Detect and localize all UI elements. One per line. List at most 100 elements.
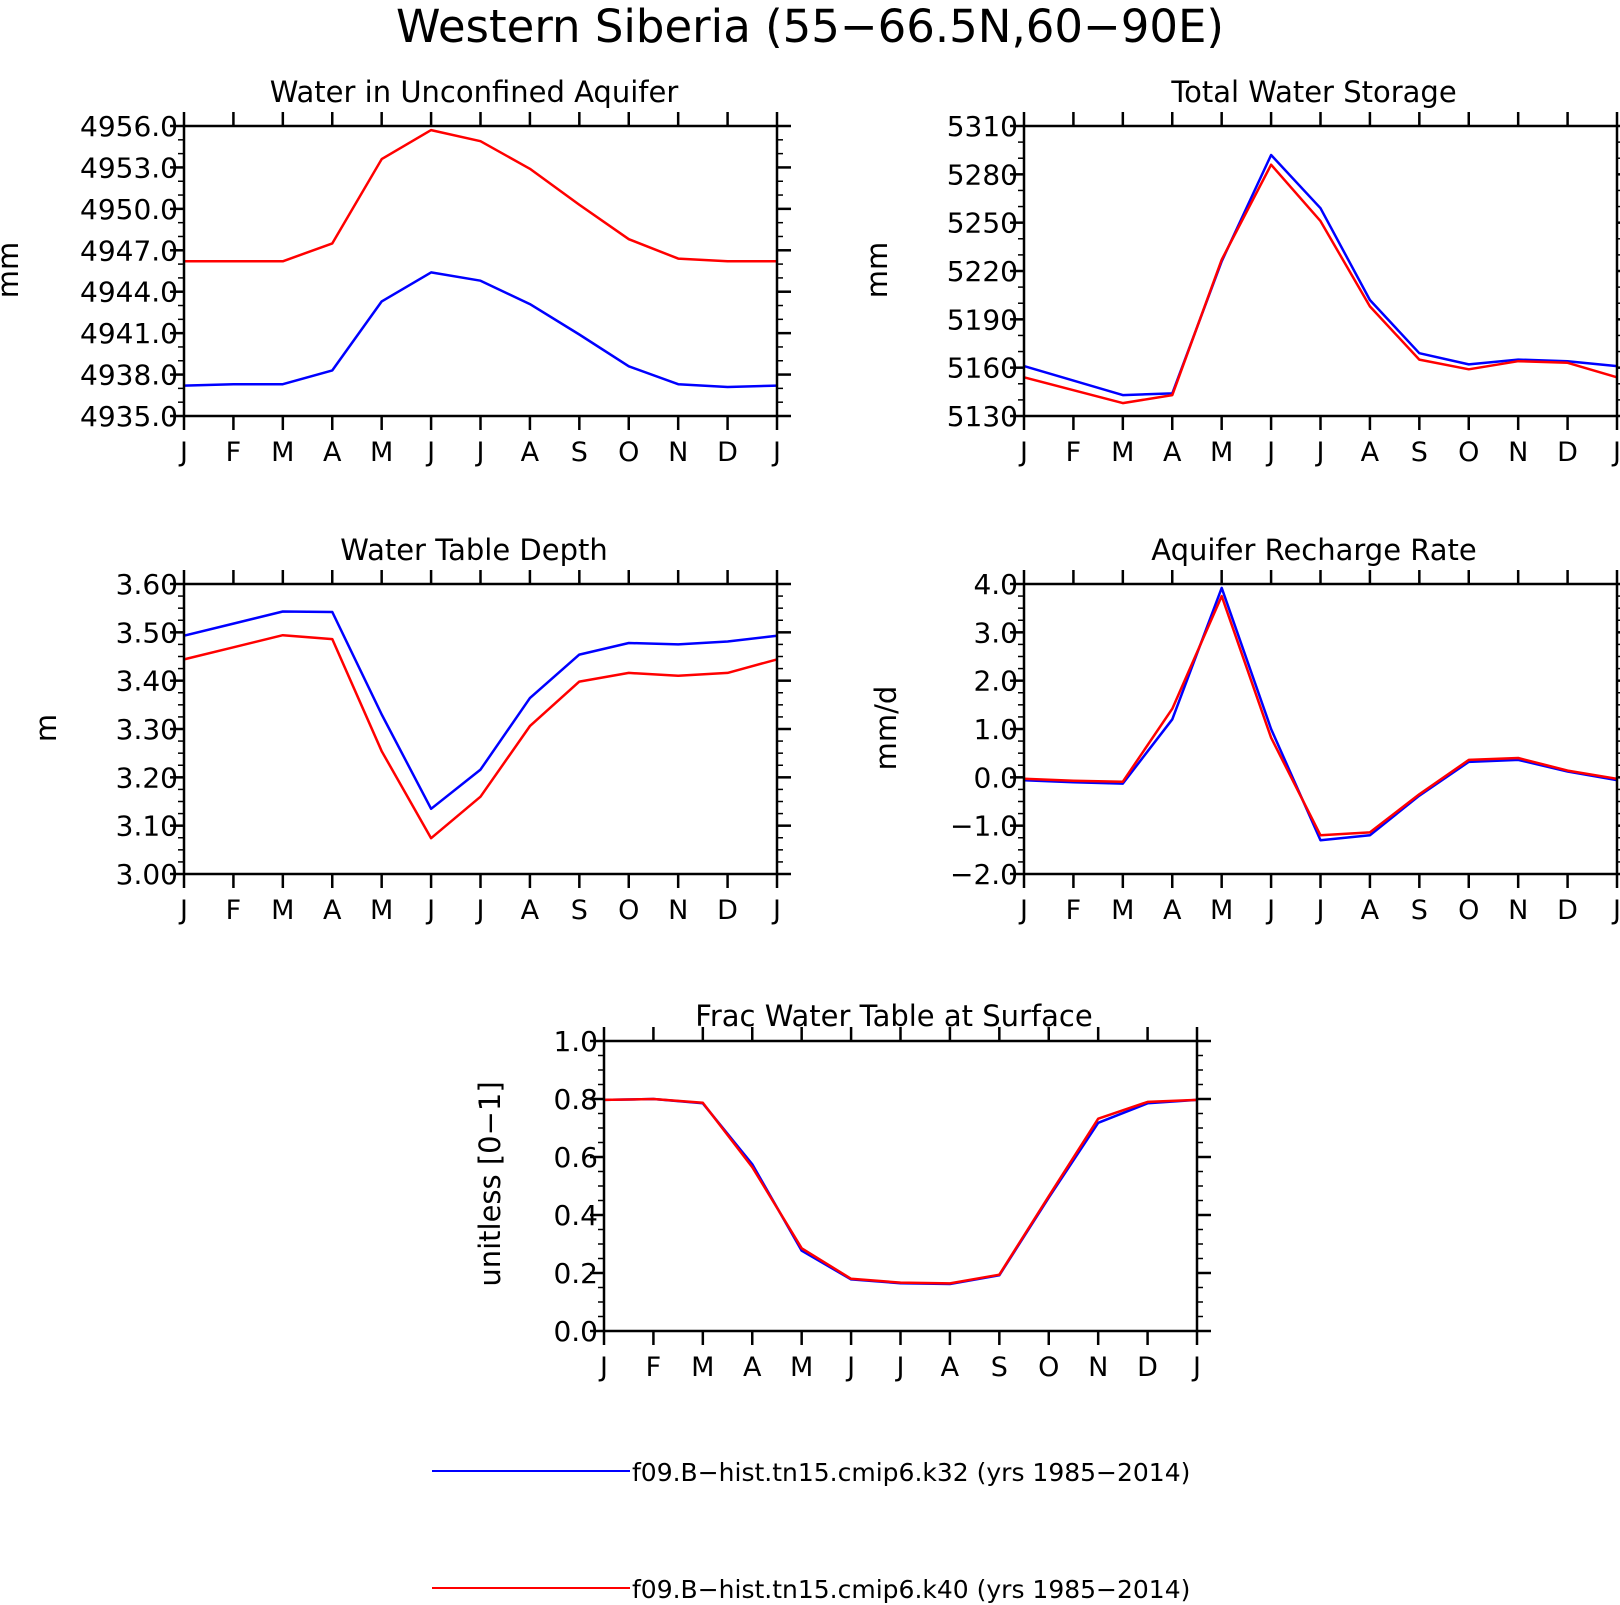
panel-total-water-storage: Total Water Storage mm J F M A M J J A S O N D J5130… <box>860 75 1620 468</box>
y-tick-label: 0.0 <box>553 1315 598 1348</box>
y-tick-label: 4950.0 <box>80 193 178 226</box>
y-axis-label: mm/d <box>869 686 903 771</box>
x-tick-label: A <box>521 437 540 468</box>
x-tick-label: J <box>1018 895 1028 926</box>
x-tick-label: D <box>717 895 738 926</box>
panel-title: Frac Water Table at Surface <box>695 999 1092 1033</box>
x-tick-label: M <box>1111 895 1134 926</box>
x-tick-label: M <box>271 437 294 468</box>
x-tick-label: A <box>521 895 540 926</box>
y-tick-label: 4947.0 <box>80 234 178 267</box>
panel-title: Water Table Depth <box>340 533 608 567</box>
y-tick-label: 3.10 <box>116 810 178 843</box>
x-tick-label: A <box>1163 895 1182 926</box>
x-tick-label: D <box>717 437 738 468</box>
y-tick-label: −2.0 <box>950 858 1018 891</box>
x-tick-label: N <box>668 895 688 926</box>
x-tick-label: A <box>1163 437 1182 468</box>
x-tick-label: J <box>1191 1352 1201 1383</box>
y-tick-label: 2.0 <box>973 665 1018 698</box>
x-tick-label: J <box>178 895 188 926</box>
y-tick-label: 5250 <box>947 207 1018 240</box>
panel-water-table-depth: Water Table Depth m J F M A M J J A S O N D J3.003.1… <box>29 533 791 926</box>
legend-entry: f09.B−hist.tn15.cmip6.k40 (yrs 1985−2014… <box>432 1575 1190 1604</box>
y-tick-label: −1.0 <box>950 810 1018 843</box>
x-tick-label: J <box>1611 437 1620 468</box>
legend: f09.B−hist.tn15.cmip6.k32 (yrs 1985−2014… <box>432 1458 1190 1604</box>
y-tick-label: 3.0 <box>973 616 1018 649</box>
x-tick-label: M <box>271 895 294 926</box>
y-tick-label: 3.30 <box>116 713 178 746</box>
x-tick-label: M <box>790 1352 813 1383</box>
y-tick-label: 1.0 <box>553 1025 598 1058</box>
y-tick-label: 4953.0 <box>80 151 178 184</box>
x-tick-label: J <box>475 895 485 926</box>
x-tick-label: J <box>598 1352 608 1383</box>
y-tick-label: 3.60 <box>116 568 178 601</box>
x-tick-label: J <box>1315 437 1325 468</box>
x-tick-label: J <box>771 437 781 468</box>
x-tick-label: D <box>1557 437 1578 468</box>
x-tick-label: M <box>370 437 393 468</box>
y-tick-label: 5220 <box>947 255 1018 288</box>
x-tick-label: O <box>1038 1352 1059 1383</box>
x-tick-label: S <box>1411 895 1428 926</box>
x-tick-label: F <box>226 895 242 926</box>
x-tick-label: O <box>618 895 639 926</box>
x-tick-label: M <box>691 1352 714 1383</box>
x-tick-label: A <box>941 1352 960 1383</box>
x-tick-label: M <box>1111 437 1134 468</box>
panel-title: Total Water Storage <box>1170 75 1456 109</box>
series-line-k32 <box>603 1097 1198 1286</box>
y-axis-label: mm <box>0 242 25 299</box>
x-tick-label: S <box>1411 437 1428 468</box>
y-tick-label: 5280 <box>947 158 1018 191</box>
panel-title: Aquifer Recharge Rate <box>1151 533 1477 567</box>
panel-frac-water-table-at-surface: Frac Water Table at Surface unitless [0−… <box>473 999 1211 1383</box>
plot-frame <box>182 124 779 418</box>
x-tick-label: M <box>1210 437 1233 468</box>
x-tick-label: D <box>1557 895 1578 926</box>
x-tick-label: A <box>1361 437 1380 468</box>
y-tick-label: 3.50 <box>116 616 178 649</box>
x-tick-label: A <box>323 437 342 468</box>
figure-title: Western Siberia (55−66.5N,60−90E) <box>396 0 1224 53</box>
x-tick-label: A <box>743 1352 762 1383</box>
y-tick-label: 5310 <box>947 110 1018 143</box>
x-tick-label: F <box>1066 895 1082 926</box>
y-axis-label: m <box>29 714 63 742</box>
y-tick-label: 3.20 <box>116 761 178 794</box>
y-tick-label: 0.2 <box>553 1257 598 1290</box>
x-tick-label: J <box>475 437 485 468</box>
series-line-k40 <box>184 128 777 263</box>
legend-entry: f09.B−hist.tn15.cmip6.k32 (yrs 1985−2014… <box>432 1458 1190 1487</box>
y-tick-label: 3.00 <box>116 858 178 891</box>
y-tick-label: 4956.0 <box>80 110 178 143</box>
x-tick-label: A <box>323 895 342 926</box>
y-tick-label: 0.4 <box>553 1199 598 1232</box>
y-axis-label: mm <box>860 242 894 299</box>
y-tick-label: 4941.0 <box>80 317 178 350</box>
x-tick-label: J <box>1265 895 1275 926</box>
plot-frame <box>602 1039 1199 1333</box>
x-tick-label: F <box>1066 437 1082 468</box>
y-tick-label: 4935.0 <box>80 400 178 433</box>
legend-label: f09.B−hist.tn15.cmip6.k32 (yrs 1985−2014… <box>632 1458 1190 1487</box>
panel-title: Water in Unconfined Aquifer <box>270 75 679 109</box>
y-tick-label: 5190 <box>947 303 1018 336</box>
series-line-k32 <box>1023 586 1618 842</box>
x-tick-label: A <box>1361 895 1380 926</box>
x-tick-label: J <box>425 895 435 926</box>
series-line-k32 <box>183 610 778 811</box>
x-tick-label: D <box>1137 1352 1158 1383</box>
x-tick-label: O <box>1458 895 1479 926</box>
x-tick-label: N <box>1508 437 1528 468</box>
x-tick-label: F <box>226 437 242 468</box>
plot-frame <box>1022 124 1619 418</box>
series-line-k32 <box>1023 153 1618 397</box>
series-line-k40 <box>1023 163 1618 405</box>
legend-label: f09.B−hist.tn15.cmip6.k40 (yrs 1985−2014… <box>632 1575 1190 1604</box>
x-tick-label: J <box>845 1352 855 1383</box>
